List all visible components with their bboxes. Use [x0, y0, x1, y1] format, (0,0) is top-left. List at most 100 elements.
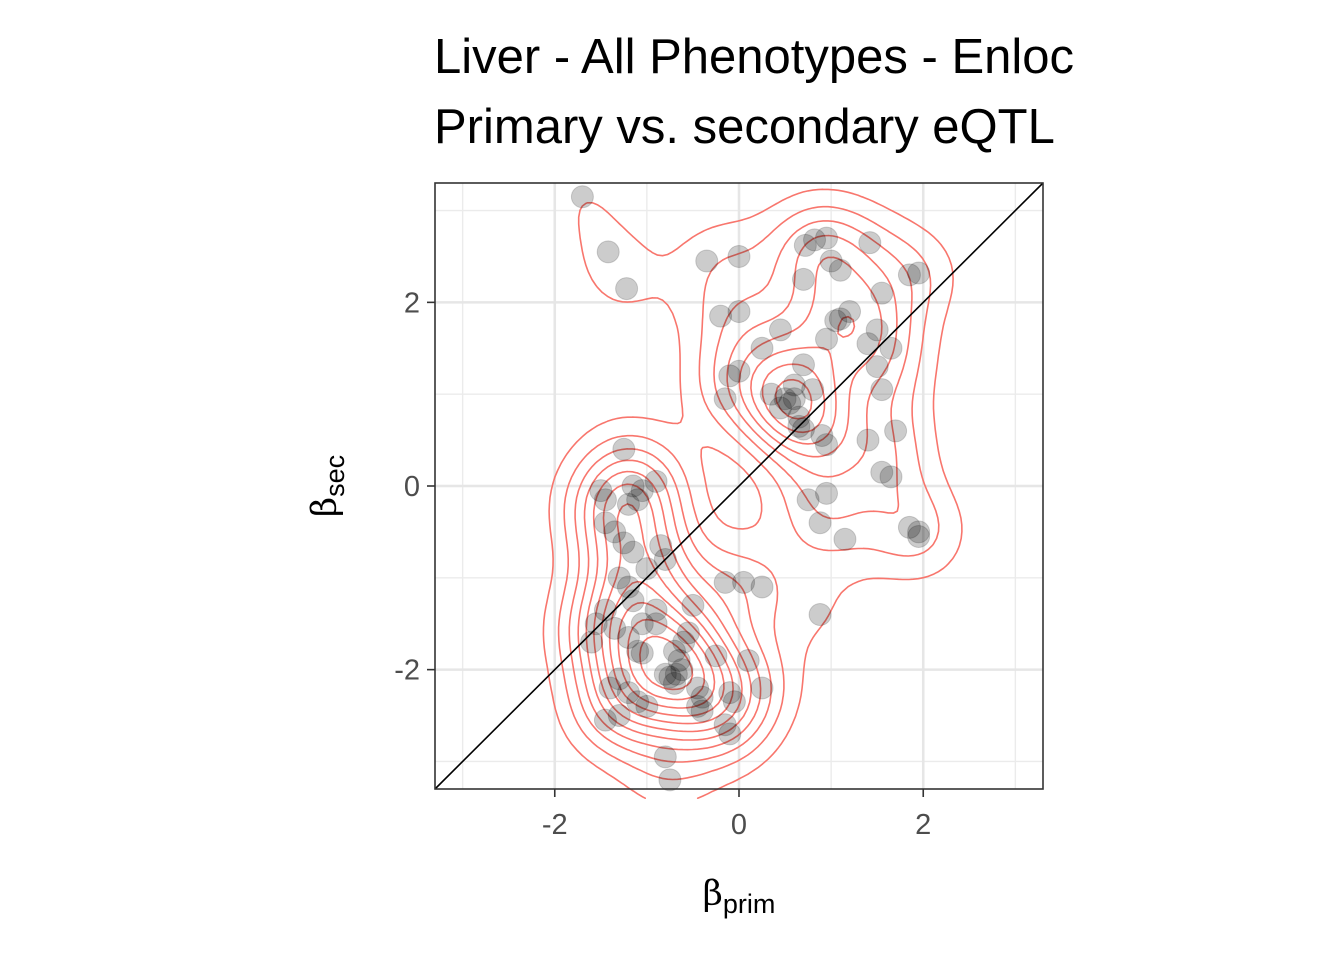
scatter-point	[838, 300, 862, 324]
scatter-point	[621, 589, 645, 613]
scatter-point	[819, 249, 843, 273]
scatter-point	[907, 261, 931, 285]
scatter-point	[644, 598, 668, 622]
scatter-point	[690, 699, 714, 723]
scatter-point	[621, 540, 645, 564]
scatter-point	[635, 694, 659, 718]
scatter-point	[884, 419, 908, 443]
chart-title-line-1: Liver - All Phenotypes - Enloc	[434, 30, 1074, 84]
y-axis-symbol: β	[305, 497, 345, 517]
scatter-point	[879, 465, 903, 489]
scatter-point	[718, 722, 742, 746]
scatter-point	[598, 676, 622, 700]
scatter-point	[658, 665, 682, 689]
scatter-point	[630, 479, 654, 503]
scatter-point	[670, 658, 694, 682]
scatter-point	[828, 307, 852, 331]
scatter-point	[649, 534, 673, 558]
scatter-point	[663, 671, 687, 695]
y-axis-subscript: sec	[320, 455, 350, 497]
density-contour-line	[542, 188, 963, 799]
scatter-point	[593, 598, 617, 622]
scatter-point	[718, 681, 742, 705]
scatter-point	[593, 511, 617, 535]
density-contour-line	[585, 256, 883, 741]
scatter-point	[803, 228, 827, 252]
scatter-point	[589, 479, 613, 503]
scatter-point	[626, 639, 650, 663]
scatter-point	[616, 626, 640, 649]
density-contour-line	[639, 635, 694, 691]
scatter-point	[828, 258, 852, 282]
scatter-point	[718, 364, 742, 388]
scatter-point	[616, 575, 640, 599]
scatter-point	[815, 481, 839, 505]
scatter-point	[907, 520, 931, 544]
scatter-point	[787, 405, 811, 429]
scatter-point	[635, 557, 659, 581]
scatter-point	[644, 612, 668, 636]
scatter-point	[626, 488, 650, 512]
density-contours	[542, 188, 963, 799]
scatter-point	[865, 318, 889, 342]
scatter-point	[870, 378, 894, 402]
x-tick-label: -2	[542, 809, 568, 841]
scatter-point	[897, 263, 921, 287]
scatter-point	[782, 387, 806, 411]
scatter-point	[768, 396, 792, 420]
scatter-point	[713, 713, 737, 737]
scatter-point	[653, 745, 677, 769]
scatter-point	[727, 244, 751, 268]
scatter-point	[808, 603, 832, 627]
scatter-point	[709, 304, 733, 328]
y-tick-label: -2	[394, 655, 420, 687]
scatter-point	[713, 387, 737, 411]
scatter-point	[833, 527, 857, 551]
scatter-point	[686, 676, 710, 700]
scatter-point	[630, 612, 654, 636]
scatter-point	[778, 391, 802, 415]
density-contour-line	[627, 618, 705, 701]
density-contour-line	[593, 315, 856, 733]
scatter-point	[810, 424, 834, 447]
scatter-point	[759, 382, 783, 406]
y-tick-label: 2	[404, 287, 420, 319]
scatter-point	[732, 570, 756, 594]
scatter-point	[750, 676, 774, 700]
density-contour-line	[600, 363, 826, 725]
scatter-point	[658, 768, 682, 792]
scatter-point	[644, 469, 668, 493]
identity-reference-line	[434, 182, 1044, 790]
scatter-point	[681, 593, 705, 617]
scatter-point	[736, 648, 760, 672]
x-axis-title: βprim	[703, 874, 776, 919]
scatter-point	[593, 708, 617, 732]
x-tick-label: 2	[915, 809, 931, 841]
scatter-point	[690, 685, 714, 709]
chart-title-line-2: Primary vs. secondary eQTL	[434, 100, 1055, 154]
scatter-point	[713, 570, 737, 594]
scatter-point	[603, 520, 627, 544]
y-axis-ticks: -2 0 2	[394, 287, 435, 687]
scatter-point	[596, 240, 620, 264]
scatter-point	[727, 359, 751, 383]
scatter-point	[815, 226, 839, 250]
x-tick-label: 0	[731, 809, 747, 841]
x-axis-ticks: -2 0 2	[542, 789, 931, 841]
scatter-point	[750, 575, 774, 599]
scatter-point	[621, 474, 645, 498]
scatter-point	[626, 690, 650, 714]
scatter-point	[664, 662, 688, 686]
density-contour-line	[617, 601, 716, 709]
scatter-point	[791, 353, 815, 377]
scatter-point	[768, 318, 792, 342]
scatter-point	[858, 231, 882, 255]
scatter-point	[672, 630, 696, 654]
scatter-point	[791, 417, 815, 441]
scatter-point	[612, 437, 636, 461]
scatter-point	[676, 621, 700, 645]
scatter-point	[695, 249, 719, 273]
density-contour-line	[577, 234, 898, 751]
scatter-point	[570, 185, 594, 209]
